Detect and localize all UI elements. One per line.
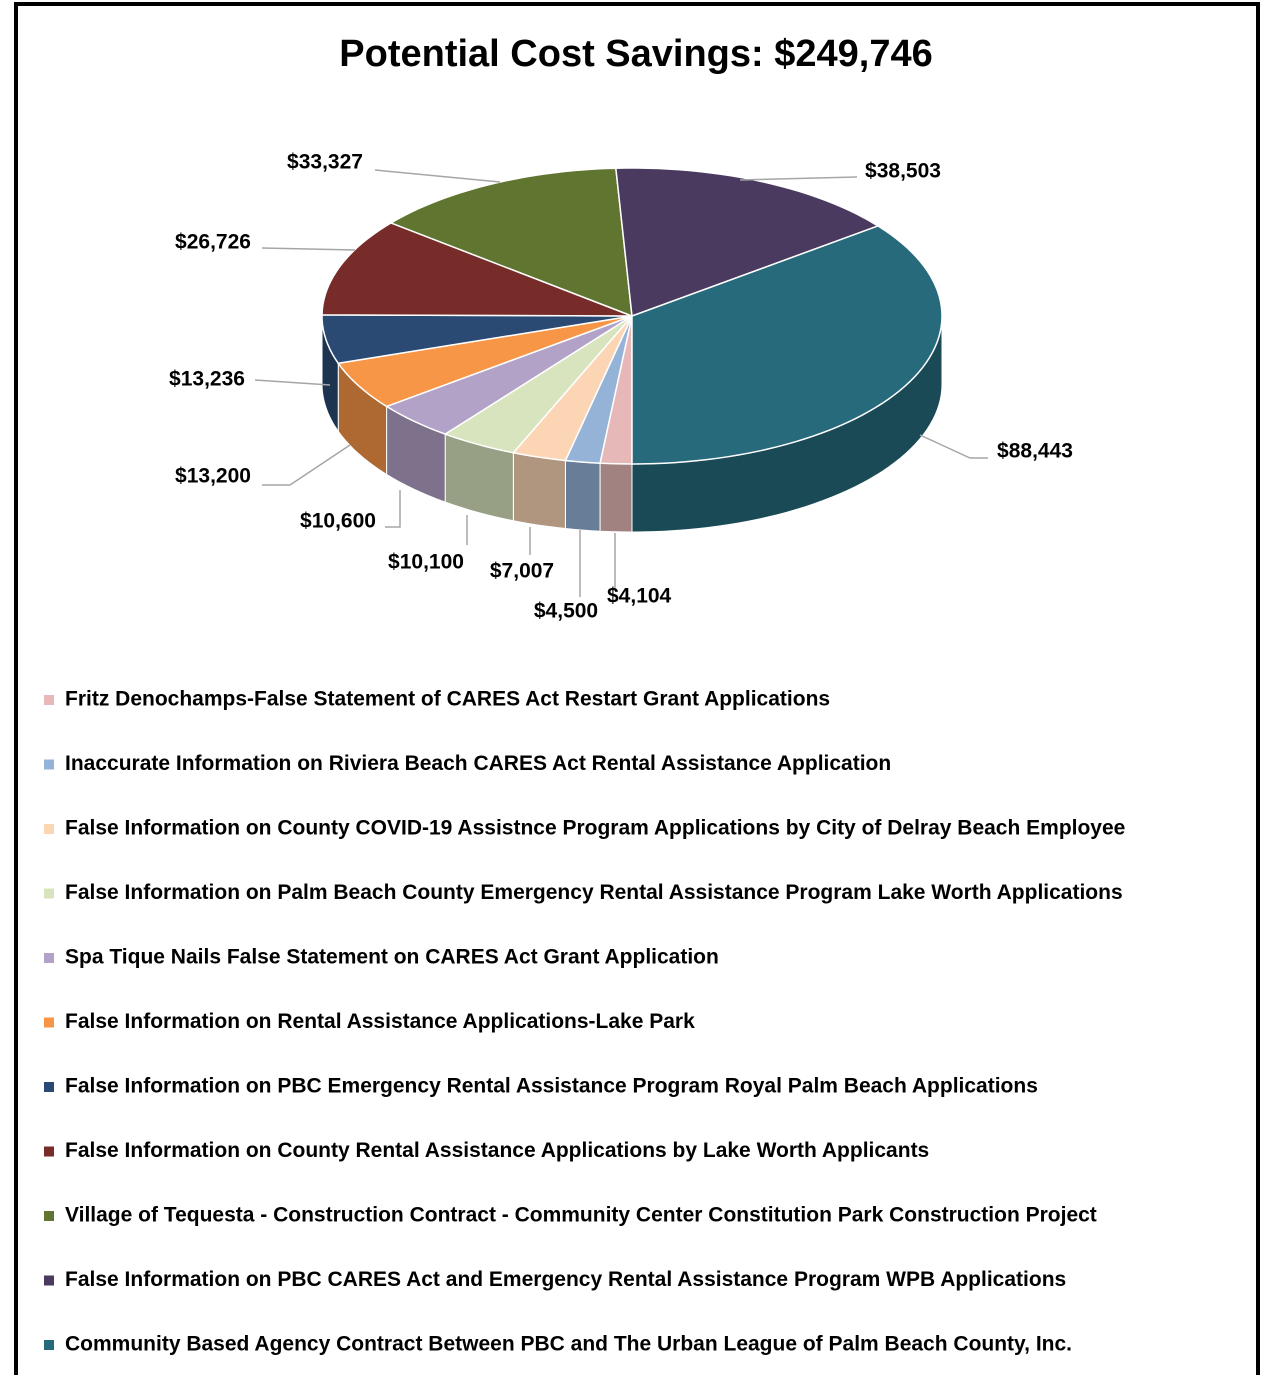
legend-label: Village of Tequesta - Construction Contr… bbox=[65, 1204, 1097, 1227]
leader-line bbox=[261, 247, 356, 251]
leader-line bbox=[385, 490, 401, 528]
legend-swatch bbox=[44, 953, 54, 963]
chart-title: Potential Cost Savings: $249,746 bbox=[339, 33, 932, 75]
pie bbox=[321, 167, 943, 533]
data-label: $26,726 bbox=[175, 231, 251, 254]
data-label: $7,007 bbox=[490, 560, 554, 583]
legend-label: False Information on PBC CARES Act and E… bbox=[65, 1268, 1066, 1291]
data-label: $4,104 bbox=[607, 585, 672, 608]
slice bbox=[389, 167, 633, 318]
slice bbox=[336, 315, 633, 408]
leader-line bbox=[919, 434, 988, 459]
data-label: $13,200 bbox=[175, 465, 251, 488]
data-label: $33,327 bbox=[287, 151, 363, 174]
slice bbox=[384, 315, 633, 435]
data-label: $10,600 bbox=[300, 510, 376, 533]
leader-line bbox=[262, 444, 351, 486]
labels: $4,104 $4,500 $7,007 $10,100 $10,600 $13,200 $… bbox=[169, 151, 1073, 623]
legend-swatch bbox=[44, 1211, 54, 1221]
slice bbox=[615, 167, 880, 318]
slice-side bbox=[599, 462, 633, 533]
legend-label: False Information on County Rental Assis… bbox=[65, 1139, 929, 1162]
leader-line bbox=[374, 169, 501, 183]
legend-swatch bbox=[44, 1146, 54, 1157]
frame bbox=[14, 2, 1260, 1375]
legend-label: False Information on Rental Assistance A… bbox=[65, 1010, 695, 1033]
data-label: $38,503 bbox=[865, 160, 941, 183]
legend-label: Spa Tique Nails False Statement on CARES… bbox=[65, 946, 719, 969]
legend-label: Community Based Agency Contract Between … bbox=[65, 1333, 1072, 1356]
data-label: $4,500 bbox=[534, 600, 598, 623]
slice bbox=[511, 315, 633, 462]
legend-swatch bbox=[44, 824, 54, 834]
legend-swatch bbox=[44, 1340, 54, 1350]
legend-swatch bbox=[44, 1275, 54, 1286]
slice bbox=[443, 315, 633, 454]
legend-swatch bbox=[44, 695, 54, 705]
leader-line bbox=[254, 379, 331, 386]
slice bbox=[631, 225, 943, 465]
legend-label: False Information on PBC Emergency Renta… bbox=[65, 1075, 1038, 1098]
legend-swatch bbox=[44, 759, 54, 770]
legend-label: False Information on County COVID-19 Ass… bbox=[65, 817, 1125, 840]
slice-side bbox=[564, 459, 601, 532]
legend-label: False Information on Palm Beach County E… bbox=[65, 881, 1123, 904]
slice bbox=[321, 314, 633, 365]
data-label: $13,236 bbox=[169, 368, 245, 391]
legend-swatch bbox=[44, 888, 54, 899]
data-label: $88,443 bbox=[997, 440, 1073, 463]
legend-label: Inaccurate Information on Riviera Beach … bbox=[65, 752, 891, 775]
leader-line bbox=[739, 176, 858, 181]
legend-swatch bbox=[44, 1017, 54, 1028]
legend: Fritz Denochamps-False Statement of CARE… bbox=[44, 688, 1125, 1356]
legend-label: Fritz Denochamps-False Statement of CARE… bbox=[65, 688, 830, 711]
legend-swatch bbox=[44, 1082, 54, 1092]
slice bbox=[321, 222, 633, 317]
slice-side bbox=[512, 452, 566, 530]
data-label: $10,100 bbox=[388, 551, 464, 574]
